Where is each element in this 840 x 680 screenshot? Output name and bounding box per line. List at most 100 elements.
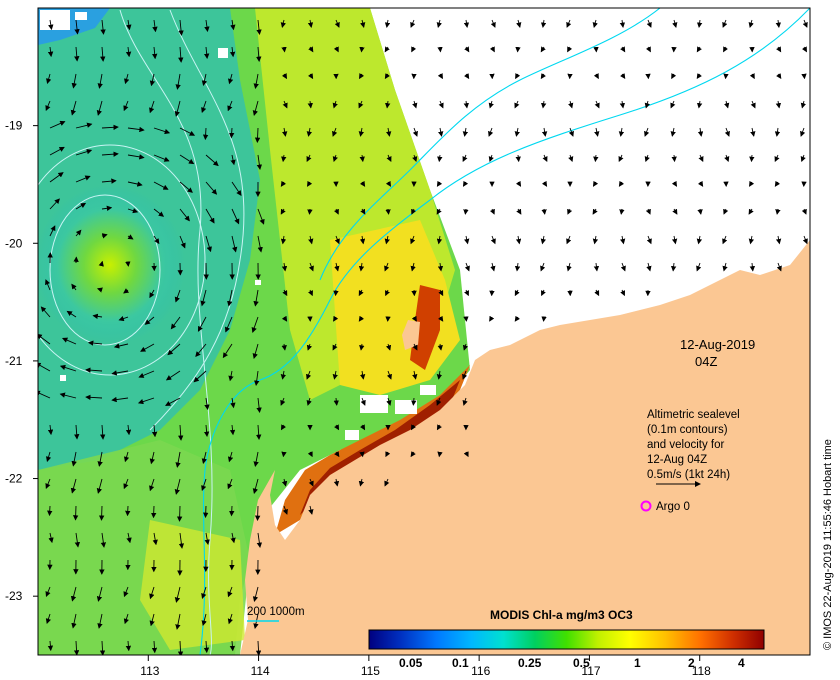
velocity-arrow bbox=[178, 19, 184, 36]
southern-yellow bbox=[140, 520, 245, 650]
velocity-arrow bbox=[149, 613, 155, 627]
velocity-arrow bbox=[178, 46, 184, 63]
velocity-arrow bbox=[748, 208, 754, 215]
velocity-arrow bbox=[774, 154, 780, 163]
velocity-arrow bbox=[360, 19, 366, 28]
velocity-arrow bbox=[696, 100, 703, 109]
velocity-arrow bbox=[85, 394, 103, 401]
velocity-arrow bbox=[127, 126, 145, 133]
velocity-arrow bbox=[308, 478, 314, 487]
velocity-arrow bbox=[540, 19, 547, 28]
velocity-arrow bbox=[593, 262, 600, 272]
velocity-arrow bbox=[123, 100, 129, 112]
velocity-arrow bbox=[71, 73, 77, 89]
velocity-arrow bbox=[412, 343, 418, 351]
velocity-arrow bbox=[358, 262, 365, 272]
velocity-arrow bbox=[281, 127, 288, 137]
velocity-arrow bbox=[75, 202, 87, 210]
velocity-arrow bbox=[386, 397, 392, 406]
velocity-arrow bbox=[127, 208, 139, 214]
credit-text: © IMOS 22-Aug-2019 11:55:46 Hobart time bbox=[822, 439, 834, 650]
velocity-arrow bbox=[97, 613, 103, 629]
velocity-arrow bbox=[97, 73, 103, 89]
velocity-arrow bbox=[567, 208, 573, 215]
velocity-arrow bbox=[437, 73, 443, 80]
velocity-arrow bbox=[514, 315, 520, 322]
velocity-arrow bbox=[749, 73, 755, 80]
velocity-arrow bbox=[307, 100, 313, 109]
velocity-arrow bbox=[71, 451, 77, 467]
velocity-arrow bbox=[566, 262, 572, 272]
velocity-arrow bbox=[96, 287, 103, 293]
velocity-arrow bbox=[724, 100, 730, 109]
velocity-arrow bbox=[100, 424, 106, 440]
velocity-arrow bbox=[332, 100, 338, 109]
velocity-arrow bbox=[257, 235, 263, 253]
velocity-arrow bbox=[594, 289, 600, 297]
velocity-arrow bbox=[437, 343, 443, 351]
velocity-arrow bbox=[358, 127, 364, 137]
velocity-arrow bbox=[254, 505, 261, 522]
velocity-arrow bbox=[724, 154, 730, 163]
velocity-arrow bbox=[231, 235, 238, 253]
velocity-arrow bbox=[619, 100, 626, 109]
velocity-arrow bbox=[123, 288, 130, 294]
velocity-arrow bbox=[437, 315, 444, 322]
velocity-arrow bbox=[722, 262, 728, 272]
velocity-arrow bbox=[153, 154, 170, 162]
velocity-arrow bbox=[151, 640, 158, 654]
velocity-arrow bbox=[227, 478, 233, 490]
velocity-arrow bbox=[230, 532, 236, 544]
velocity-arrow bbox=[359, 73, 365, 80]
velocity-arrow bbox=[281, 343, 287, 351]
velocity-arrow bbox=[204, 532, 210, 546]
velocity-arrow bbox=[775, 100, 782, 109]
velocity-arrow bbox=[386, 370, 392, 380]
velocity-arrow bbox=[514, 289, 520, 297]
velocity-arrow bbox=[333, 315, 339, 322]
velocity-arrow bbox=[178, 424, 184, 441]
velocity-arrow bbox=[48, 19, 54, 31]
velocity-arrow bbox=[593, 73, 599, 80]
velocity-arrow bbox=[593, 154, 599, 163]
velocity-arrow bbox=[462, 154, 468, 163]
velocity-arrow bbox=[568, 154, 574, 163]
velocity-arrow bbox=[462, 370, 468, 380]
velocity-arrow bbox=[73, 424, 80, 440]
velocity-arrow bbox=[308, 289, 313, 297]
velocity-arrow bbox=[410, 235, 416, 245]
velocity-arrow bbox=[175, 73, 181, 90]
velocity-arrow bbox=[280, 235, 287, 245]
velocity-arrow bbox=[281, 451, 287, 458]
velocity-arrow bbox=[151, 505, 157, 519]
velocity-arrow bbox=[568, 100, 574, 109]
velocity-arrow bbox=[541, 208, 547, 215]
velocity-arrow bbox=[540, 262, 546, 272]
velocity-arrow bbox=[101, 124, 119, 131]
colorbar-ticks: 0.05 0.1 0.25 0.5 1 2 4 bbox=[399, 656, 745, 670]
velocity-arrow bbox=[800, 127, 806, 137]
velocity-arrow bbox=[776, 262, 782, 272]
velocity-arrow bbox=[201, 613, 207, 627]
velocity-arrow bbox=[308, 46, 314, 53]
velocity-arrow bbox=[252, 478, 259, 494]
velocity-arrow bbox=[385, 100, 391, 109]
velocity-arrow bbox=[802, 235, 808, 245]
velocity-arrow bbox=[488, 127, 494, 137]
velocity-arrow bbox=[566, 235, 572, 245]
velocity-arrow bbox=[205, 235, 212, 253]
velocity-arrow bbox=[203, 424, 210, 438]
velocity-arrow bbox=[801, 208, 807, 215]
svg-text:0.1: 0.1 bbox=[452, 656, 469, 670]
velocity-arrow bbox=[165, 397, 181, 406]
velocity-arrow bbox=[228, 73, 234, 85]
velocity-arrow bbox=[230, 397, 236, 409]
velocity-arrow bbox=[540, 235, 546, 245]
velocity-arrow bbox=[280, 19, 286, 28]
velocity-arrow bbox=[672, 19, 678, 28]
velocity-arrow bbox=[333, 397, 339, 406]
velocity-arrow bbox=[358, 100, 364, 109]
velocity-arrow bbox=[800, 154, 806, 163]
velocity-arrow bbox=[620, 73, 626, 80]
velocity-arrow bbox=[179, 127, 196, 136]
